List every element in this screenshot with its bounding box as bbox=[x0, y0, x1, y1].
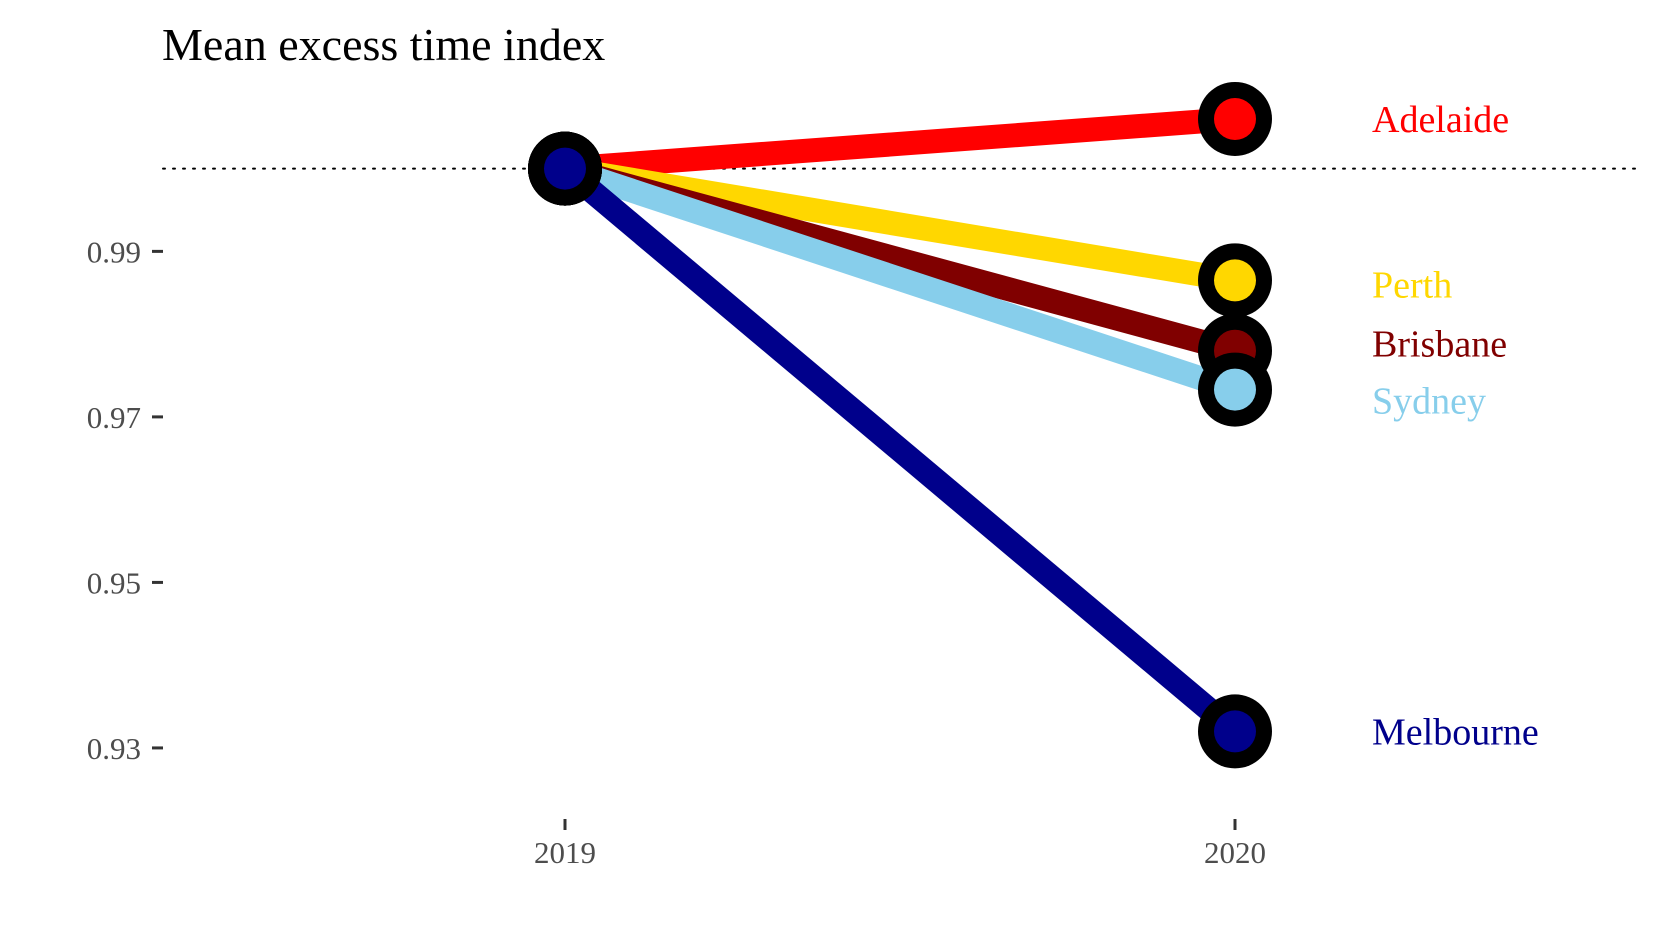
y-tick-label: 0.99 bbox=[87, 234, 141, 269]
x-tick-label: 2020 bbox=[1204, 835, 1266, 870]
point-melbourne-2019 bbox=[544, 147, 586, 190]
series-lines bbox=[557, 106, 1243, 741]
series-labels: Adelaide Perth Brisbane Sydney Melbourne bbox=[1372, 99, 1539, 753]
series-line-sydney bbox=[561, 157, 1239, 401]
series-line-adelaide bbox=[564, 106, 1236, 181]
series-label-brisbane: Brisbane bbox=[1372, 324, 1507, 366]
axes: 0.93 0.95 0.97 0.99 2019 2020 bbox=[87, 234, 1266, 870]
point-melbourne-2020 bbox=[1214, 710, 1256, 753]
series-label-melbourne: Melbourne bbox=[1372, 711, 1539, 753]
chart-title: Mean excess time index bbox=[162, 19, 605, 70]
series-label-adelaide: Adelaide bbox=[1372, 99, 1509, 141]
series-label-sydney: Sydney bbox=[1372, 381, 1486, 423]
point-sydney-2020 bbox=[1214, 368, 1256, 411]
point-perth-2020 bbox=[1214, 259, 1256, 302]
point-adelaide-2020 bbox=[1214, 97, 1256, 140]
y-tick-label: 0.93 bbox=[87, 731, 141, 766]
series-points bbox=[528, 81, 1272, 769]
y-tick-label: 0.97 bbox=[87, 400, 141, 435]
series-label-perth: Perth bbox=[1372, 264, 1452, 306]
y-tick-label: 0.95 bbox=[87, 565, 141, 600]
series-line-melbourne bbox=[557, 159, 1243, 741]
x-tick-label: 2019 bbox=[534, 835, 596, 870]
